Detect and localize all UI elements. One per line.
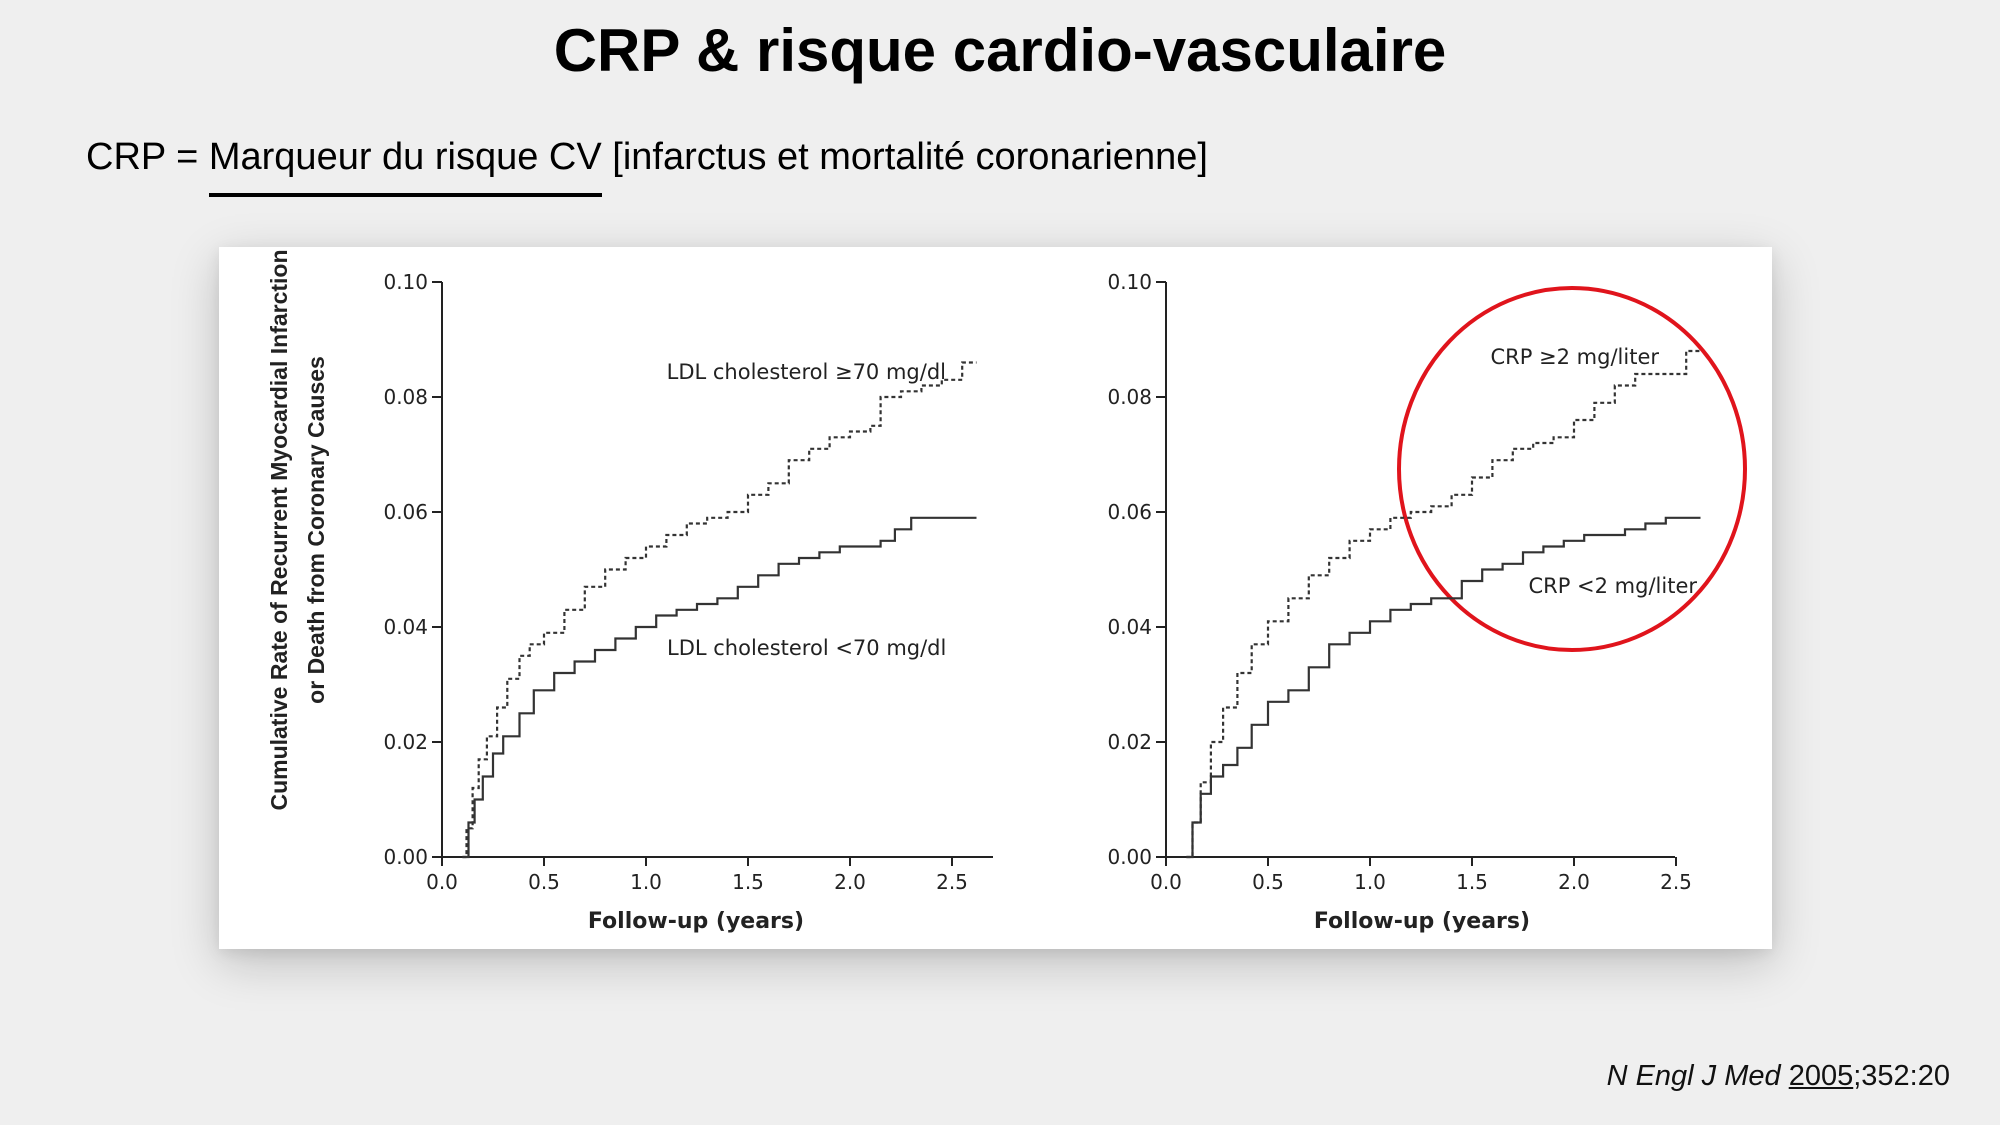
subtitle-prefix: CRP =: [86, 136, 209, 178]
y-tick-label: 0.00: [1107, 845, 1152, 869]
kaplan-meier-figure: Cumulative Rate of Recurrent Myocardial …: [266, 249, 1747, 934]
y-tick-label: 0.08: [1107, 385, 1152, 409]
y-axis-label-line2: or Death from Coronary Causes: [303, 356, 329, 704]
x-tick-label: 0.0: [1150, 870, 1182, 894]
x-tick-label: 2.0: [834, 870, 866, 894]
x-tick-label: 2.5: [936, 870, 968, 894]
y-tick-label: 0.06: [383, 500, 428, 524]
legend-crp-low: CRP <2 mg/liter: [1528, 574, 1697, 598]
reference-journal: N Engl J Med: [1606, 1060, 1789, 1092]
x-tick-label: 1.5: [732, 870, 764, 894]
x-tick-label: 0.5: [1252, 870, 1284, 894]
legend-ldl-low: LDL cholesterol <70 mg/dl: [667, 636, 946, 660]
x-axis-label-right: Follow-up (years): [1314, 909, 1530, 934]
chart-left: Follow-up (years) LDL cholesterol ≥70 mg…: [383, 270, 993, 934]
highlight-circle: [1397, 286, 1747, 652]
y-tick-label: 0.02: [383, 730, 428, 754]
y-tick-label: 0.00: [383, 845, 428, 869]
y-axis-label-line1: Cumulative Rate of Recurrent Myocardial …: [266, 249, 292, 810]
y-tick-label: 0.06: [1107, 500, 1152, 524]
y-tick-label: 0.04: [1107, 615, 1152, 639]
y-tick-label: 0.04: [383, 615, 428, 639]
slide-subtitle: CRP = Marqueur du risque CV [infarctus e…: [86, 136, 1208, 197]
series-line-right-low: [1186, 516, 1701, 859]
series-line-left-low: [462, 516, 977, 859]
x-tick-label: 0.5: [528, 870, 560, 894]
figure-panel: Cumulative Rate of Recurrent Myocardial …: [219, 247, 1772, 949]
chart-right: Follow-up (years) CRP ≥2 mg/liter CRP <2…: [1107, 270, 1747, 934]
slide-title: CRP & risque cardio-vasculaire: [553, 17, 1447, 84]
y-tick-label: 0.08: [383, 385, 428, 409]
reference-rest: ;352:20: [1853, 1060, 1950, 1092]
legend-ldl-high: LDL cholesterol ≥70 mg/dl: [667, 360, 946, 384]
y-tick-label: 0.02: [1107, 730, 1152, 754]
x-axis-label-left: Follow-up (years): [588, 909, 804, 934]
series-line-right-high: [1186, 349, 1701, 859]
legend-crp-high: CRP ≥2 mg/liter: [1490, 345, 1659, 369]
x-tick-label: 2.5: [1660, 870, 1692, 894]
y-tick-label: 0.10: [1107, 270, 1152, 294]
x-tick-label: 1.0: [1354, 870, 1386, 894]
reference-citation: N Engl J Med 2005;352:20: [1607, 1060, 1950, 1093]
x-tick-label: 1.5: [1456, 870, 1488, 894]
x-tick-label: 2.0: [1558, 870, 1590, 894]
reference-year: 2005: [1788, 1060, 1854, 1092]
x-tick-label: 1.0: [630, 870, 662, 894]
x-tick-label: 0.0: [426, 870, 458, 894]
subtitle-suffix: [infarctus et mortalité coronarienne]: [601, 136, 1208, 178]
series-line-left-high: [462, 361, 977, 859]
subtitle-underlined: Marqueur du risque CV: [208, 136, 602, 197]
y-tick-label: 0.10: [383, 270, 428, 294]
